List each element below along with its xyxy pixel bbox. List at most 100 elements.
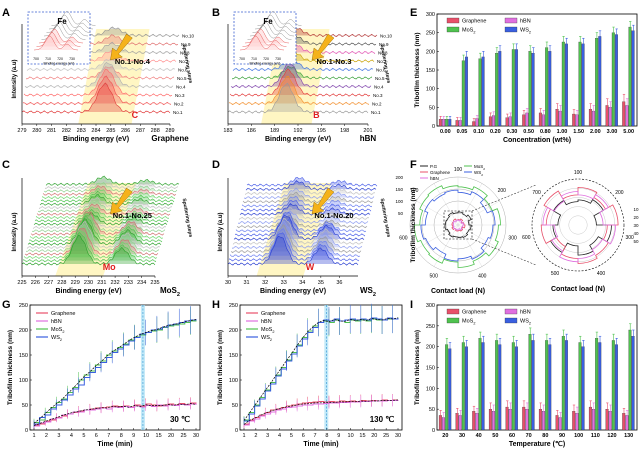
x-tick-label: 183: [223, 128, 232, 134]
zoom-connector: [471, 184, 537, 212]
inset-tick-label: 700: [239, 57, 245, 61]
x-tick-label: 15: [359, 433, 365, 439]
bar-WS2-50: [498, 344, 502, 431]
x-tick-label: 30: [193, 433, 199, 439]
bar-WS2-0.20: [498, 51, 502, 127]
zoom-connector: [471, 238, 537, 266]
bar-WS2-0.50: [531, 53, 535, 127]
bar-MoS2-100: [578, 342, 582, 431]
zoom-radial-tick-label: 10: [633, 207, 639, 212]
spectrum-fill-9: [30, 213, 163, 239]
bar-MoS2-120: [611, 340, 615, 431]
y-tick-label: 100: [426, 386, 435, 392]
spectrum-fill-6: [27, 221, 160, 249]
y-axis-label: Intensity (a.u): [12, 212, 18, 251]
temperature-annotation: 130 ℃: [370, 415, 395, 424]
bar-WS2-40: [481, 342, 485, 431]
spectrum-line-9: [29, 213, 164, 239]
legend-label-Graphene: Graphene: [462, 19, 486, 25]
x-tick-label: 231: [97, 280, 106, 286]
x-tick-label: 227: [44, 280, 53, 286]
zoom-angle-tick-label: 600: [522, 235, 531, 241]
spectrum-line-24: [44, 178, 179, 190]
spectrum-line-11: [237, 210, 369, 225]
polar-spoke: [433, 224, 459, 267]
y-axis-label: Tribofilm thickness (nm): [7, 330, 14, 405]
spectrum-line-4: [24, 62, 174, 89]
inset-tick-label: 720: [263, 57, 269, 61]
legend-label-MoS2: MoS2: [474, 164, 485, 171]
arrow-icon: [311, 187, 335, 215]
y-tick-label: 100: [19, 378, 28, 384]
y-tick-label: 300: [426, 303, 435, 309]
y-axis-label: Tribofilm thickness (nm): [414, 330, 421, 405]
spectrum-fill-5: [232, 221, 362, 249]
spectrum-fill-2: [23, 232, 156, 262]
material-label: Graphene: [151, 134, 189, 143]
x-tick-label: 9: [132, 433, 135, 439]
element-label: C: [132, 110, 139, 120]
panel-letter-H: H: [212, 299, 220, 311]
x-tick-label: 2: [45, 433, 48, 439]
spectrum-fill-2: [229, 232, 359, 261]
x-tick-label: 25: [383, 433, 389, 439]
spectrum-fill-8: [29, 42, 177, 54]
x-tick-label: 8: [120, 433, 123, 439]
bar-MoS2-20: [445, 344, 449, 431]
spectrum-fill-12: [33, 215, 166, 229]
legend-label-MoS2: MoS2: [261, 327, 274, 334]
series-label-No.7: No.7: [179, 59, 189, 64]
x-tick-label: 286: [121, 128, 130, 134]
panel-letter-A: A: [2, 7, 10, 19]
x-tick-label: 4: [278, 433, 281, 439]
bar-MoS2-130: [628, 329, 632, 431]
x-tick-label: 1: [242, 433, 245, 439]
x-tick-label: 281: [47, 128, 56, 134]
legend-label-WS2: WS2: [520, 28, 531, 35]
spectrum-fill-11: [32, 219, 165, 232]
x-tick-label: 35: [318, 280, 324, 286]
spectrum-fill-7: [28, 50, 176, 63]
spectrum-fill-9: [236, 34, 376, 46]
spectrum-fill-10: [31, 211, 164, 236]
legend-label-Graphene: Graphene: [261, 311, 285, 317]
y-axis-label: Tribofilm thickness (nm): [217, 330, 224, 405]
x-tick-label: 279: [17, 128, 26, 134]
zoom-frame: [531, 178, 625, 272]
bar-MoS2-50: [495, 340, 499, 431]
zoom-angle-tick-label: 300: [625, 235, 634, 241]
zoom-angle-tick-label: 700: [532, 190, 541, 196]
material-label: WS2: [360, 286, 376, 298]
spectrum-line-25: [45, 175, 180, 186]
x-axis-label: Time (min): [303, 441, 338, 448]
spectrum-fill-1: [22, 235, 155, 266]
spectrum-line-3: [23, 68, 173, 97]
panel-letter-F: F: [410, 159, 417, 171]
x-axis-label: Time (min): [97, 441, 132, 448]
bar-MoS2-30: [461, 342, 465, 431]
arrow-label: No.1-No.20: [314, 211, 353, 220]
legend-label-hBN: hBN: [51, 319, 62, 325]
spectrum-line-7: [27, 218, 162, 246]
spectrum-fill-2: [23, 75, 171, 105]
fit-curve: [243, 317, 399, 421]
arrow-icon: [311, 33, 335, 61]
legend-label-WS2: WS2: [261, 335, 272, 342]
zoom-x-axis-label: Contact load (N): [551, 286, 605, 293]
x-axis-label: Concentration (wt%): [503, 137, 571, 144]
x-tick-label-40: 40: [476, 433, 482, 439]
inset-tick-label: 710: [45, 57, 51, 61]
y-tick-label: 250: [229, 303, 238, 309]
arrow-icon: [110, 187, 133, 215]
x-tick-label: 288: [151, 128, 160, 134]
angle-tick-label: 500: [430, 273, 439, 279]
x-tick-label: 10: [143, 433, 149, 439]
spectrum-line-2: [228, 75, 370, 106]
y-tick-label: 0: [432, 124, 435, 130]
x-tick-label: 234: [137, 280, 146, 286]
x-tick-label: 15: [156, 433, 162, 439]
bar-WS2-20: [448, 348, 452, 431]
series-label-No.2: No.2: [372, 102, 382, 107]
x-tick-label: 6: [95, 433, 98, 439]
bar-WS2-70: [531, 340, 535, 431]
